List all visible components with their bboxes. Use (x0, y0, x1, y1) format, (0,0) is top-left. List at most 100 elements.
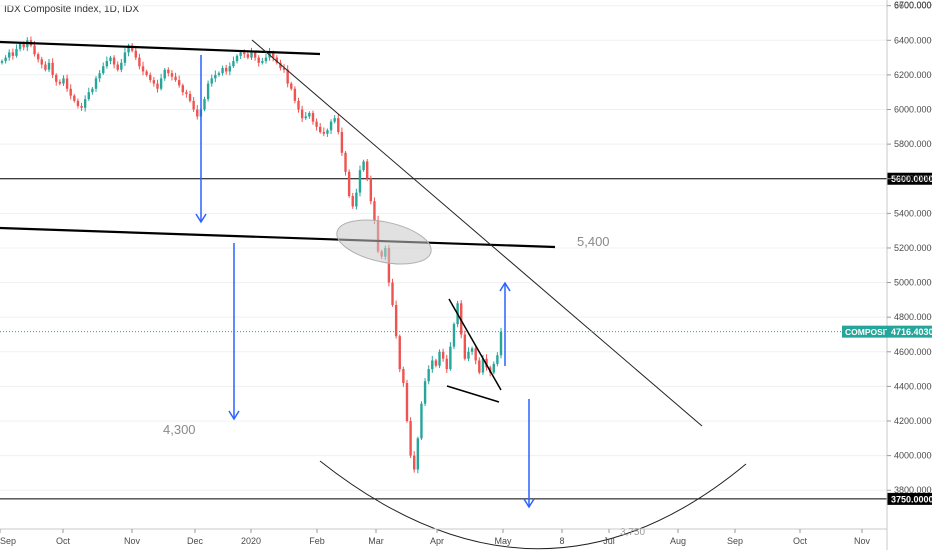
candle-body (40, 59, 43, 65)
candle-body (239, 52, 242, 56)
candle-body (232, 61, 235, 67)
candle-body (394, 305, 398, 337)
candle-body (416, 438, 420, 470)
candle-body (105, 61, 109, 67)
y-tick-label: 6400.0000 (894, 35, 932, 45)
candle-body (315, 121, 318, 127)
arrow-down-dec (195, 55, 207, 224)
candle-body (170, 73, 174, 77)
candle-body (261, 61, 264, 63)
candle-body (470, 348, 474, 352)
annotation-3750: 3,750 (620, 527, 645, 538)
candle-body (329, 121, 333, 131)
y-tick-label: 4400.0000 (894, 381, 932, 391)
candle-body (275, 57, 279, 63)
candle-body (228, 66, 232, 72)
level-price-label: 3750.0000 (891, 494, 932, 504)
candle-body (141, 66, 145, 72)
descending-trendline (251, 39, 703, 427)
candle-body (8, 52, 11, 58)
candle-body (47, 62, 51, 70)
arrow-down-3750 (523, 399, 535, 509)
candle-body (351, 196, 354, 207)
x-tick-label: Dec (187, 536, 204, 546)
candle-body (33, 45, 36, 55)
candle-body (18, 43, 22, 49)
candle-body (297, 100, 300, 110)
candle-body (485, 358, 488, 368)
breakdown-highlight-ellipse (336, 219, 432, 265)
x-tick-label: Feb (309, 536, 325, 546)
candle-body (188, 93, 192, 101)
candle-body (167, 69, 170, 74)
candle-body (467, 351, 470, 359)
candle-body (120, 62, 123, 70)
candle-body (322, 132, 326, 134)
candle-body (243, 52, 246, 55)
candle-body (463, 334, 467, 359)
candle-body (333, 118, 336, 122)
candle-body (441, 351, 445, 359)
arrow-down-4300 (228, 243, 240, 421)
chart-title: IDX Composite Index, 1D, IDX (4, 4, 140, 15)
candle-body (192, 100, 195, 110)
candle-body (358, 170, 362, 193)
candle-body (235, 55, 239, 62)
last-price-name: COMPOSITE (845, 327, 896, 337)
y-tick-label: 4200.0000 (894, 416, 932, 426)
candle-body (156, 83, 159, 89)
y-tick-label: 6000.0000 (894, 105, 932, 115)
candle-body (94, 78, 98, 89)
candle-body (51, 62, 54, 75)
level-price-box (887, 492, 932, 505)
candle-body (196, 109, 199, 117)
candle-body (355, 192, 358, 207)
x-tick-label: Nov (854, 536, 871, 546)
arrows[interactable] (195, 55, 535, 509)
candle-body (152, 80, 156, 84)
candle-body (116, 64, 119, 70)
candle-body (423, 381, 427, 404)
candle-body (83, 99, 87, 108)
x-tick-label: May (494, 536, 512, 546)
candle-body (185, 92, 188, 94)
candle-body (15, 48, 18, 56)
candle-body (387, 247, 391, 283)
pennant-upper-line (448, 298, 502, 391)
pennant-lower-line (446, 385, 500, 403)
candle-body (163, 69, 166, 79)
candle-body (210, 78, 213, 84)
candle-body (22, 43, 25, 48)
candle-body (337, 118, 340, 133)
y-tick-label: 5600.0000 (894, 174, 932, 184)
candle-body (286, 69, 289, 84)
horizontal-levels: 5600.0000 3750.0000 (0, 172, 932, 505)
candle-body (391, 282, 394, 306)
x-tick-label: Apr (430, 536, 444, 546)
price-axis[interactable]: 3800.0000 4000.0000 4200.0000 4400.0000 4600… (887, 0, 932, 495)
candle-body (102, 66, 105, 74)
candles (0, 36, 503, 474)
candle-body (362, 161, 365, 171)
last-price-name-box (842, 325, 887, 338)
candle-body (36, 54, 40, 60)
candle-body (109, 57, 112, 62)
x-tick-label: 2020 (241, 536, 261, 546)
last-price-label: 4716.4030 (891, 327, 932, 337)
candle-body (65, 78, 69, 89)
candle-body (279, 62, 282, 68)
candle-body (398, 336, 401, 370)
time-axis[interactable]: Sep Oct Nov Dec 2020 Feb Mar Apr May 8 Jul Aug Sep Oc… (0, 529, 870, 546)
annotation-5400: 5,400 (577, 234, 610, 249)
candle-body (159, 78, 163, 89)
y-tick-label: 5000.0000 (894, 278, 932, 288)
candle-body (340, 132, 344, 153)
candle-body (58, 81, 62, 84)
candle-body (127, 45, 130, 53)
drawings[interactable] (0, 39, 747, 550)
candle-body (481, 358, 485, 373)
y-tick-label: 6700.0000 (894, 0, 932, 10)
y-tick-label: 4600.0000 (894, 347, 932, 357)
candle-body (112, 57, 116, 65)
